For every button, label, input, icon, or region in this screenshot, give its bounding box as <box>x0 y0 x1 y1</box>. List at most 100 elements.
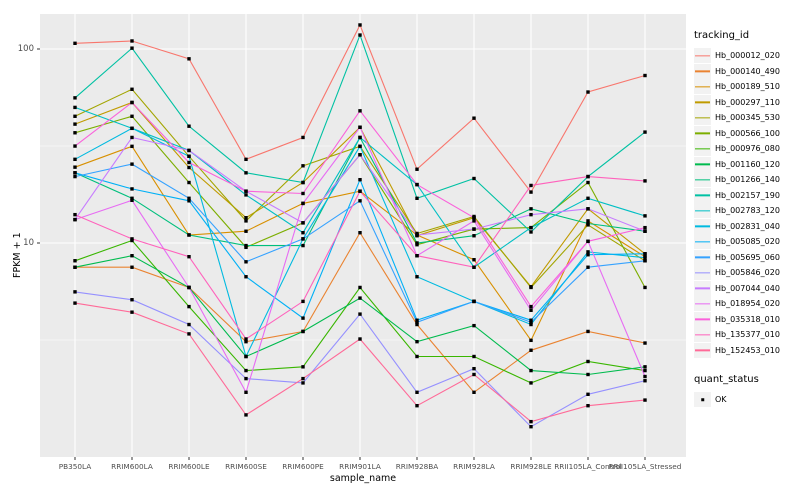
data-point <box>472 219 476 223</box>
data-point <box>529 308 533 312</box>
data-point <box>244 243 248 248</box>
x-tick-label-RRIM600LA: RRIM600LA <box>111 462 153 471</box>
legend-line-swatch <box>695 334 710 336</box>
data-point <box>415 339 419 344</box>
x-tick-label-RRII105LA_Control: RRII105LA_Control <box>554 462 622 471</box>
data-point <box>301 299 305 304</box>
legend-items: Hb_000012_020 Hb_000140_490 Hb_000189_510 H… <box>694 48 800 358</box>
data-point <box>301 231 305 235</box>
data-point <box>244 339 248 344</box>
data-point <box>415 322 419 327</box>
data-point <box>130 135 134 140</box>
legend-key-line-icon <box>694 125 711 141</box>
data-point <box>130 126 134 131</box>
data-point <box>130 298 134 302</box>
data-point <box>643 379 647 383</box>
legend-line-swatch <box>695 225 710 227</box>
legend-key-line-icon <box>694 280 711 296</box>
data-point <box>415 320 419 325</box>
data-point <box>586 265 590 269</box>
data-point <box>130 187 134 191</box>
data-point <box>472 265 476 269</box>
data-point <box>415 167 419 171</box>
x-tick-label-RRIM600LE: RRIM600LE <box>168 462 210 471</box>
data-point <box>73 122 77 126</box>
data-point <box>415 182 419 187</box>
data-point <box>643 285 647 290</box>
data-point <box>73 217 77 222</box>
legend-key-line-icon <box>694 203 711 219</box>
data-point <box>187 57 191 61</box>
legend-quant-status-items: OK <box>694 392 800 408</box>
data-point <box>643 225 647 230</box>
data-point <box>73 144 77 148</box>
data-point <box>586 403 590 408</box>
legend-item-Hb_007044_040: Hb_007044_040 <box>694 280 800 297</box>
data-point <box>643 365 647 369</box>
data-point <box>643 214 647 218</box>
data-point <box>358 199 362 203</box>
legend-title-tracking-id: tracking_id <box>694 30 750 41</box>
data-point <box>643 368 647 373</box>
data-point <box>244 337 248 341</box>
data-point <box>472 227 476 231</box>
x-axis-title: sample_name <box>329 473 397 484</box>
legend-title-quant-status: quant_status <box>694 374 759 385</box>
data-point <box>244 216 248 220</box>
data-point <box>130 265 134 269</box>
data-point <box>358 144 362 149</box>
legend-item-label: Hb_000189_510 <box>715 82 780 92</box>
data-point <box>586 250 590 254</box>
data-point <box>415 275 419 279</box>
data-point <box>643 374 647 379</box>
square-point-icon <box>700 398 705 402</box>
legend-item-label: Hb_002157_190 <box>715 190 780 200</box>
data-point <box>73 41 77 45</box>
x-tick-label-PB350LA: PB350LA <box>58 462 92 471</box>
data-point <box>358 231 362 235</box>
data-point <box>301 164 305 168</box>
data-point <box>472 258 476 262</box>
data-point <box>244 189 248 193</box>
data-point <box>472 299 476 304</box>
legend-item-label: OK <box>715 395 727 405</box>
data-point <box>529 304 533 309</box>
legend-item-Hb_002831_040: Hb_002831_040 <box>694 218 800 235</box>
legend-item-Hb_000297_110: Hb_000297_110 <box>694 94 800 111</box>
legend-line-swatch <box>695 256 710 258</box>
data-point <box>529 190 533 194</box>
data-point <box>130 114 134 118</box>
data-point <box>643 341 647 345</box>
data-point <box>358 312 362 316</box>
data-point <box>472 366 476 371</box>
legend-key-line-icon <box>694 172 711 188</box>
data-point <box>244 245 248 250</box>
data-point <box>244 376 248 381</box>
data-point <box>301 180 305 185</box>
data-point <box>187 148 191 153</box>
data-point <box>187 196 191 200</box>
legend-item-label: Hb_005846_020 <box>715 268 780 278</box>
data-point <box>415 241 419 245</box>
data-point <box>244 171 248 175</box>
data-point <box>472 176 476 181</box>
legend-line-swatch <box>695 179 710 181</box>
legend-key-line-icon <box>694 156 711 172</box>
legend-item-Hb_005085_020: Hb_005085_020 <box>694 234 800 250</box>
legend-line-swatch <box>695 241 710 243</box>
data-point <box>130 310 134 314</box>
legend-line-swatch <box>695 318 710 320</box>
data-point <box>529 320 533 325</box>
legend-item-label: Hb_000976_080 <box>715 144 780 154</box>
legend-item-label: Hb_018954_020 <box>715 299 780 309</box>
data-point <box>130 196 134 200</box>
data-point <box>358 33 362 37</box>
x-tick-label-RRIM928LA: RRIM928LA <box>453 462 495 471</box>
data-point <box>529 348 533 352</box>
legend-line-swatch <box>695 210 710 212</box>
data-point <box>529 212 533 217</box>
data-point <box>244 193 248 197</box>
legend-line-swatch <box>695 303 710 305</box>
legend-key-line-icon <box>694 48 711 64</box>
data-point <box>529 381 533 385</box>
